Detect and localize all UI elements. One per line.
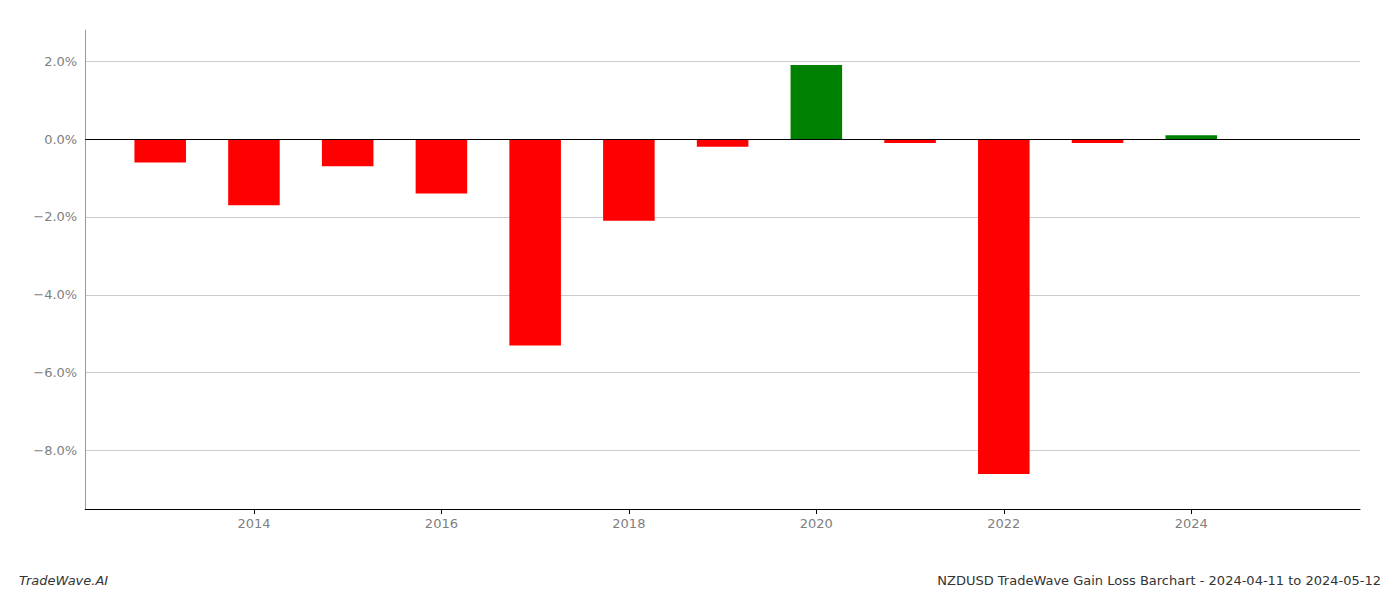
svg-text:2024: 2024 — [1175, 516, 1208, 531]
svg-text:2018: 2018 — [612, 516, 645, 531]
svg-text:TradeWave.AI: TradeWave.AI — [19, 573, 108, 588]
svg-text:−8.0%: −8.0% — [33, 443, 77, 458]
svg-text:0.0%: 0.0% — [44, 132, 77, 147]
svg-text:2016: 2016 — [425, 516, 458, 531]
svg-text:2.0%: 2.0% — [44, 54, 77, 69]
svg-text:NZDUSD TradeWave Gain Loss Bar: NZDUSD TradeWave Gain Loss Barchart - 20… — [937, 573, 1381, 588]
svg-text:−2.0%: −2.0% — [33, 209, 77, 224]
svg-text:2014: 2014 — [237, 516, 270, 531]
svg-text:−4.0%: −4.0% — [33, 287, 77, 302]
svg-text:2020: 2020 — [800, 516, 833, 531]
svg-text:−6.0%: −6.0% — [33, 365, 77, 380]
svg-text:2022: 2022 — [987, 516, 1020, 531]
